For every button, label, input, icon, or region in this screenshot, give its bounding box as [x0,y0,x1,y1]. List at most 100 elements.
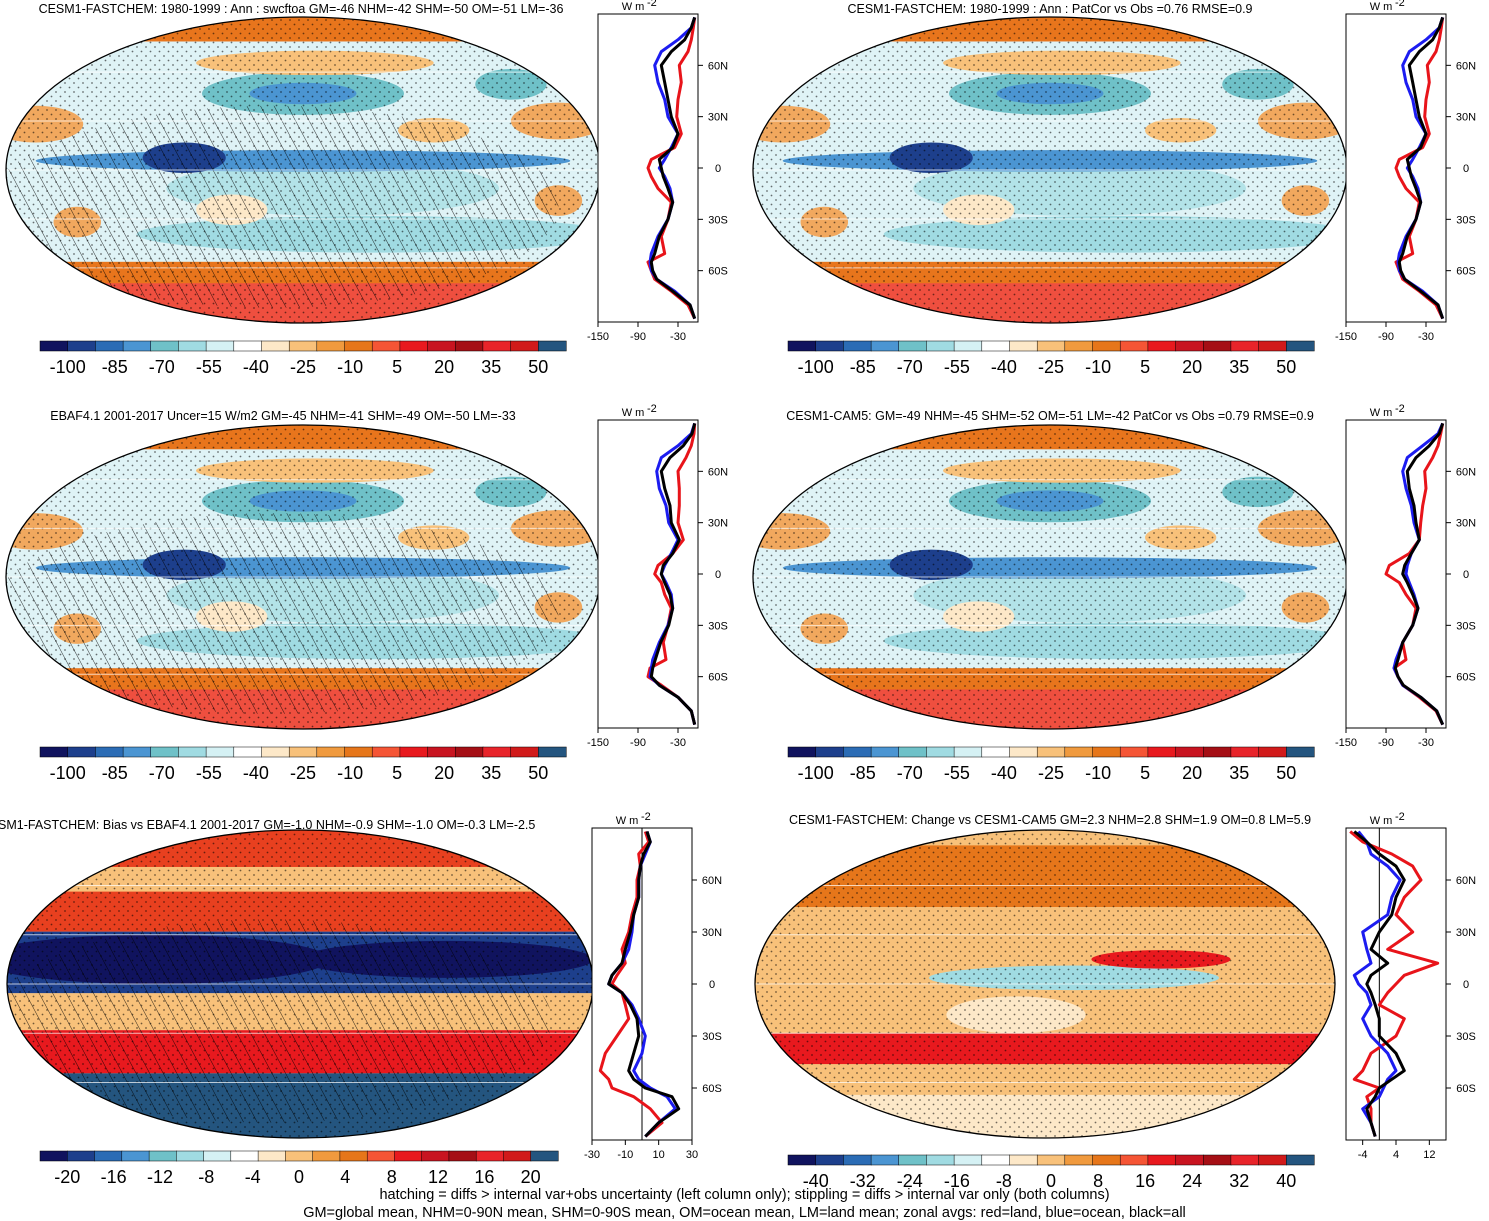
zonal-ytick-label: 30S [1456,214,1476,226]
panel-title: CESM1-FASTCHEM: 1980-1999 : Ann : PatCor… [847,2,1252,16]
colorbar-swatch [815,746,844,758]
colorbar-tick-label: -40 [243,357,269,377]
colorbar-swatch [394,1150,423,1162]
colorbar-swatch [1258,746,1287,758]
colorbar-tick-label: -40 [991,763,1017,783]
colorbar-swatch [870,746,900,758]
colorbar-swatch [312,1150,341,1162]
colorbar-swatch [205,746,235,758]
colorbar-swatch [843,1154,872,1166]
zonal-xtick-label: -150 [587,331,609,343]
colorbar-swatch [1230,746,1260,758]
colorbar-swatch [39,746,69,758]
colorbar-tick-label: -40 [243,763,269,783]
colorbar-swatch [1147,1154,1177,1166]
zonal-xtick-label: -10 [617,1149,633,1161]
zonal-series-3 [649,423,697,725]
colorbar-tick-label: -85 [102,357,128,377]
zonal-series-3 [607,831,681,1138]
colorbar-swatch [205,340,235,352]
zonal-ytick-label: 60S [1456,672,1476,684]
colorbar-swatch [1064,746,1094,758]
colorbar-swatch [475,1150,505,1162]
colorbar-swatch [285,1150,314,1162]
hatching-overlay [7,919,552,1123]
colorbar-swatch [150,340,179,352]
colorbar-swatch [316,746,346,758]
colorbar-swatch [39,340,69,352]
colorbar-tick-label: 35 [1229,763,1249,783]
colorbar-swatch [95,746,124,758]
colorbar-swatch [1230,340,1260,352]
zonal-units-exponent: -2 [1395,0,1405,9]
colorbar-swatch [261,340,290,352]
colorbar-swatch [1092,746,1121,758]
map-border [754,829,1336,1139]
colorbar-swatch [1175,340,1204,352]
map-field [6,425,600,729]
zonal-xtick-label: -90 [630,331,646,343]
colorbar-swatch [150,746,179,758]
panel-2: CESM1-FASTCHEM: 1980-1999 : Ann : PatCor… [752,0,1476,377]
zonal-units: W m [616,815,639,827]
zonal-ytick-label: 30S [1456,1031,1476,1043]
colorbar-swatch [95,340,124,352]
colorbar-swatch [926,1154,955,1166]
zonal-xtick-label: -30 [584,1149,600,1161]
colorbar-tick-label: -10 [337,763,363,783]
colorbar-tick-label: 0 [1046,1171,1056,1191]
zonal-ytick-label: 30N [1456,518,1476,530]
colorbar-tick-label: -85 [102,763,128,783]
colorbar-swatch [1036,746,1066,758]
colorbar-tick-label: 12 [428,1167,448,1187]
colorbar-swatch [510,340,539,352]
zonal-units-exponent: -2 [1395,811,1405,823]
zonal-xtick-label: -90 [630,737,646,749]
zonal-series-3 [1393,422,1445,726]
colorbar-tick-label: 50 [528,763,548,783]
zonal-units-exponent: -2 [647,403,657,415]
colorbar: -100 -85 -70 -55 -40 -25 -10 5 20 35 50 [39,746,567,783]
colorbar-swatch [203,1150,232,1162]
zonal-ytick-label: 0 [1463,569,1469,581]
colorbar-swatch [257,1150,286,1162]
zonal-xtick-label: 30 [686,1149,698,1161]
colorbar-swatch [953,746,983,758]
colorbar-swatch [1147,340,1177,352]
colorbar-swatch [67,746,96,758]
colorbar-swatch [1258,1154,1287,1166]
colorbar-tick-label: -55 [196,763,222,783]
zonal-plot: 60N 30N 0 30S 60S -150 -90 -30 W m -2 [1335,403,1476,749]
zonal-ytick-label: 30S [708,620,728,632]
colorbar-swatch [843,746,872,758]
zonal-ytick-label: 60S [708,672,728,684]
colorbar-swatch [1009,340,1038,352]
colorbar-tick-label: 40 [1276,1171,1296,1191]
colorbar-swatch [1175,746,1204,758]
colorbar-tick-label: -16 [101,1167,127,1187]
zonal-units-exponent: -2 [1395,403,1405,415]
map-field [753,17,1347,323]
zonal-units: W m [1370,407,1393,419]
zonal-units: W m [1370,1,1393,13]
colorbar-tick-label: -40 [803,1171,829,1191]
colorbar-swatch [898,340,927,352]
colorbar-swatch [399,746,429,758]
zonal-ytick-label: 0 [1463,979,1469,991]
panel-title: CESM1-FASTCHEM: Change vs CESM1-CAM5 GM=… [789,813,1311,827]
zonal-series-3 [1397,16,1445,320]
colorbar-swatch [926,340,955,352]
panel-3: EBAF4.1 2001-2017 Uncer=15 W/m2 GM=-45 N… [5,403,728,783]
colorbar-swatch [1036,1154,1066,1166]
colorbar-tick-label: 35 [481,357,501,377]
panel-4: CESM1-CAM5: GM=-49 NHM=-45 SHM=-52 OM=-5… [752,403,1476,783]
colorbar-swatch [455,746,484,758]
colorbar-swatch [898,1154,927,1166]
zonal-units: W m [622,407,645,419]
zonal-xtick-label: 4 [1393,1149,1399,1161]
colorbar-tick-label: -70 [149,763,175,783]
colorbar-swatch [787,340,817,352]
colorbar-tick-label: -10 [1085,763,1111,783]
colorbar: -100 -85 -70 -55 -40 -25 -10 5 20 35 50 [39,340,567,377]
colorbar-tick-label: -12 [147,1167,173,1187]
